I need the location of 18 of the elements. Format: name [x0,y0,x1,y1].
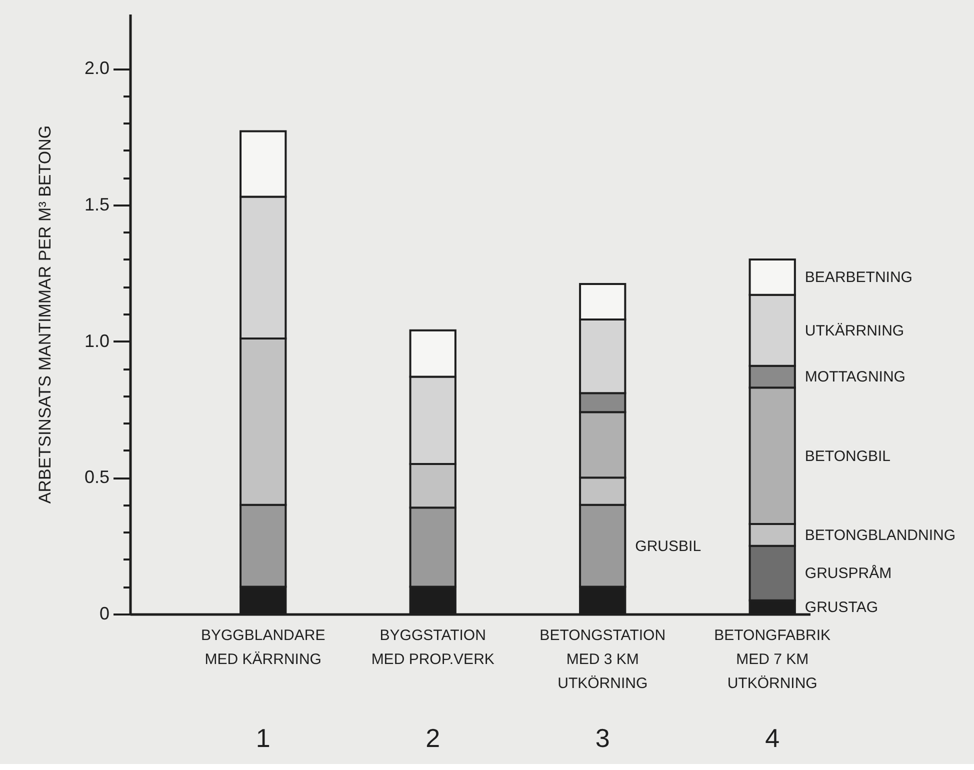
series-label: MOTTAGNING [804,368,906,386]
y-tick-label: 1.5 [84,194,110,214]
series-label: GRUSBIL [635,538,702,555]
category-label: BETONGFABRIK MED 7 KM UTKÖRNING 4 [714,627,831,753]
category-label: BETONGSTATION MED 3 KM UTKÖRNING 3 [540,627,666,753]
series-label: BETONGBLANDNING [804,526,956,544]
y-tick-label: 0 [99,604,110,624]
series-label: UTKÄRRNING [804,322,904,340]
series-label: BETONGBIL [804,448,891,465]
y-tick-label: 0.5 [84,467,110,488]
y-axis-title: ARBETSINSATS MANTIMMAR PER M³ BETONG [35,125,54,504]
series-label: GRUSTAG [804,599,878,616]
category-label: BYGGBLANDARE MED KÄRRNING 1 [201,627,326,753]
y-tick-label: 1.0 [84,330,110,351]
series-label: GRUSPRÅM [804,564,892,582]
category-label: BYGGSTATION MED PROP.VERK 2 [371,627,494,753]
y-tick-label: 2.0 [84,58,110,78]
series-label: BEARBETNING [804,269,912,286]
